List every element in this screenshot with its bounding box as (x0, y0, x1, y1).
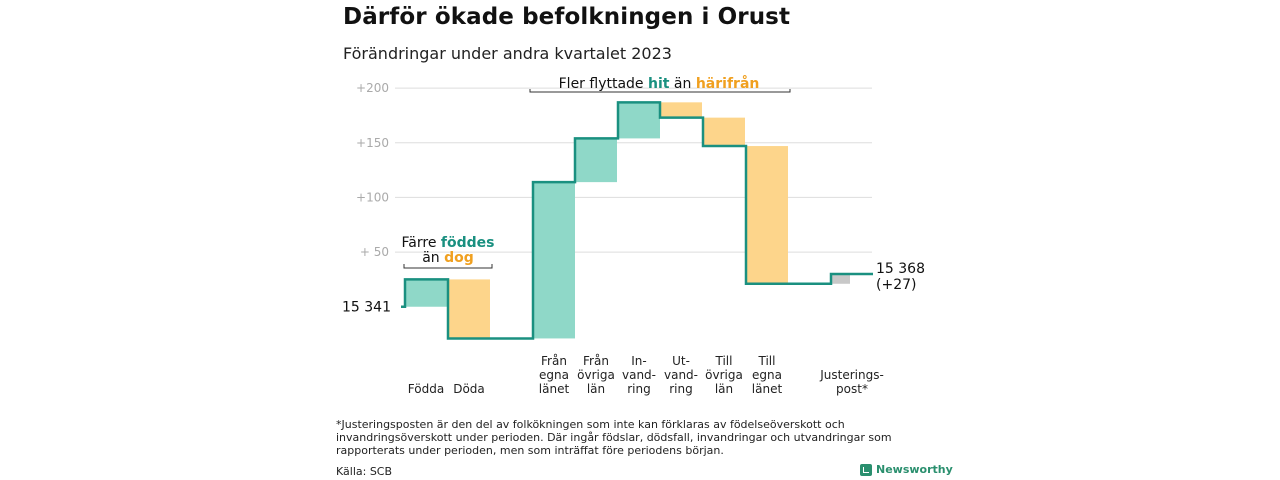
bar (832, 273, 850, 284)
bracket-migration (529, 89, 791, 93)
bracket-births-deaths (403, 264, 493, 269)
bar (448, 279, 490, 339)
annotation-births-deaths: Färre föddes (402, 235, 495, 251)
y-tick-label: +200 (356, 81, 389, 95)
category-label: övriga (705, 368, 743, 382)
category-label: In- (631, 354, 646, 368)
category-label: post* (836, 382, 868, 396)
bar (660, 102, 702, 118)
chart-logo-icon (860, 463, 872, 476)
bar (405, 279, 447, 307)
bar (533, 182, 575, 339)
category-label: vand- (622, 368, 656, 382)
chart-title: Därför ökade befolkningen i Orust (343, 4, 791, 30)
y-tick-label: + 50 (360, 245, 389, 259)
category-label: Födda (408, 382, 444, 396)
annotation-births-deaths-line2: än dog (422, 250, 474, 266)
step-line (401, 101, 873, 340)
brand-name: Newsworthy (876, 463, 953, 476)
category-label: län (715, 382, 733, 396)
y-tick-label: +100 (356, 190, 389, 204)
category-label: egna (539, 368, 569, 382)
category-label: Till (758, 354, 776, 368)
category-label: Justerings- (819, 368, 884, 382)
start-value-label: 15 341 (342, 300, 391, 316)
category-label: Till (715, 354, 733, 368)
bar (618, 102, 660, 139)
category-label: egna (752, 368, 782, 382)
y-tick-label: +150 (356, 136, 389, 150)
category-label: län (587, 382, 605, 396)
chart-subtitle: Förändringar under andra kvartalet 2023 (343, 44, 672, 63)
bar (575, 138, 617, 183)
category-label: Från (541, 354, 567, 368)
category-label: ring (627, 382, 651, 396)
category-label: länet (752, 382, 783, 396)
bar (746, 146, 788, 284)
annotation-migration: Fler flyttade hit än härifrån (559, 75, 760, 92)
end-change-label: (+27) (876, 277, 916, 293)
category-label: Ut- (672, 354, 690, 368)
category-label: vand- (664, 368, 698, 382)
bar (703, 117, 745, 147)
footnote: *Justeringsposten är den del av folkökni… (336, 418, 892, 457)
source-note: Källa: SCB (336, 465, 393, 478)
category-label: Från (583, 354, 609, 368)
brand-logo: Newsworthy (860, 463, 953, 476)
end-value-label: 15 368 (876, 261, 925, 277)
category-label: övriga (577, 368, 615, 382)
category-label: länet (539, 382, 570, 396)
category-label: Döda (453, 382, 485, 396)
category-label: ring (669, 382, 693, 396)
